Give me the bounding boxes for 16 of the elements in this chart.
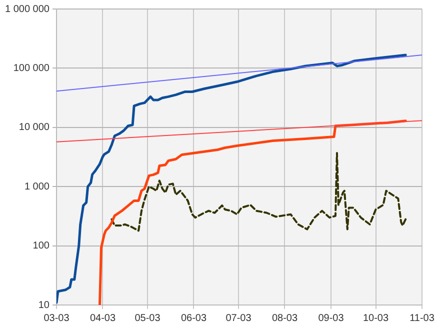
y-tick-label: 1 000 000 <box>4 4 50 15</box>
y-tick-label: 10 000 <box>18 122 50 134</box>
line-series <box>110 152 407 232</box>
x-tick-label: 09-03 <box>318 312 344 324</box>
y-tick-label: 1 000 <box>24 181 50 192</box>
x-tick-label: 04-03 <box>90 312 116 324</box>
y-tick-label: 100 <box>32 240 50 252</box>
y-tick-label: 100 000 <box>13 62 50 74</box>
x-tick-label: 08-03 <box>272 312 298 324</box>
x-tick-label: 05-03 <box>134 312 161 324</box>
x-tick-label: 03-03 <box>44 312 70 324</box>
x-tick-label: 06-03 <box>180 312 207 324</box>
y-tick-label: 10 <box>38 300 50 311</box>
x-tick-label: 11-03 <box>410 312 435 324</box>
x-tick-label: 07-03 <box>226 312 252 324</box>
x-tick-label: 10-03 <box>362 312 389 324</box>
